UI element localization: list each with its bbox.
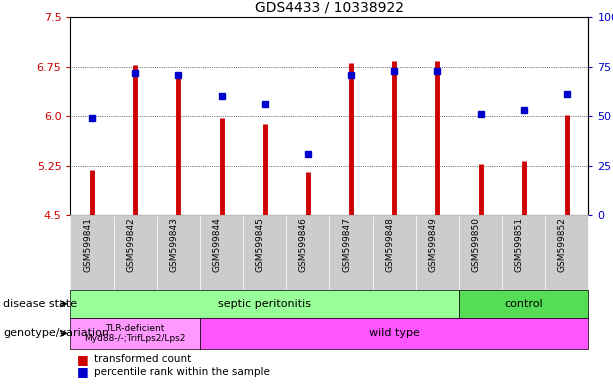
Text: TLR-deficient
Myd88-/-;TrifLps2/Lps2: TLR-deficient Myd88-/-;TrifLps2/Lps2 — [85, 324, 186, 343]
Text: GSM599843: GSM599843 — [169, 217, 178, 272]
Text: GSM599850: GSM599850 — [471, 217, 481, 272]
Text: GSM599849: GSM599849 — [428, 217, 438, 272]
Text: ■: ■ — [77, 353, 88, 366]
Text: GSM599841: GSM599841 — [83, 217, 92, 272]
Text: septic peritonitis: septic peritonitis — [218, 299, 311, 309]
Text: GSM599847: GSM599847 — [342, 217, 351, 272]
Text: GSM599848: GSM599848 — [385, 217, 394, 272]
Text: ■: ■ — [77, 365, 88, 378]
Text: GSM599842: GSM599842 — [126, 217, 135, 272]
Title: GDS4433 / 10338922: GDS4433 / 10338922 — [255, 1, 404, 15]
Text: percentile rank within the sample: percentile rank within the sample — [94, 367, 270, 377]
Text: wild type: wild type — [369, 328, 420, 338]
Text: transformed count: transformed count — [94, 354, 191, 364]
Text: genotype/variation: genotype/variation — [3, 328, 109, 338]
Text: GSM599845: GSM599845 — [256, 217, 265, 272]
Text: disease state: disease state — [3, 299, 77, 309]
Text: control: control — [504, 299, 543, 309]
Text: GSM599851: GSM599851 — [515, 217, 524, 272]
Text: GSM599852: GSM599852 — [558, 217, 567, 272]
Text: GSM599846: GSM599846 — [299, 217, 308, 272]
Text: GSM599844: GSM599844 — [213, 217, 221, 272]
